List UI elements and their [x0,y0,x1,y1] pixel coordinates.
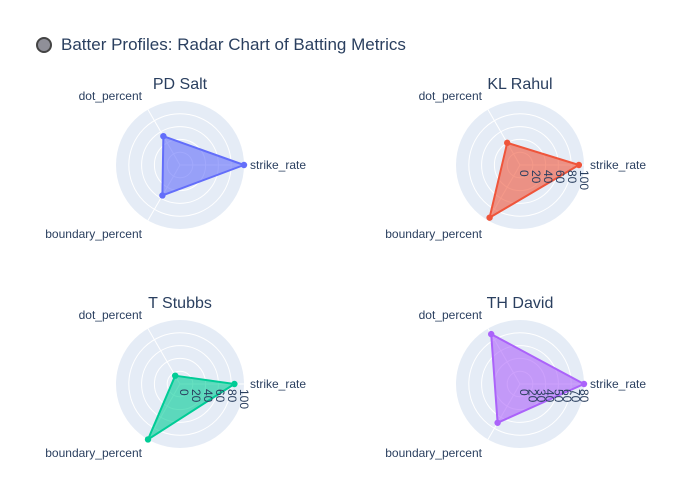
radial-tick-label: 40 [543,389,557,403]
subplot-title: T Stubbs [148,295,212,312]
axis-label-strike_rate: strike_rate [590,158,646,172]
axis-label-boundary_percent: boundary_percent [45,227,142,241]
subplot-title: PD Salt [153,76,208,93]
subplot-title: TH David [487,295,554,312]
radar-point-strike_rate [240,161,248,169]
axis-label-dot_percent: dot_percent [419,89,483,103]
radar-point-strike_rate [580,380,588,388]
radar-point-boundary_percent [486,214,493,221]
radar-point-dot_percent [488,330,495,338]
radial-tick-label: 0 [177,389,191,396]
radial-tick-label: 40 [201,389,215,403]
radar-series-area [490,333,585,424]
axis-label-boundary_percent: boundary_percent [45,446,142,460]
radial-tick-label: 80 [577,389,591,403]
radial-tick-label: 0 [517,389,531,396]
axis-label-dot_percent: dot_percent [79,89,143,103]
radial-tick-label: 50 [551,389,565,403]
title-area: Batter Profiles: Radar Chart of Batting … [36,32,406,58]
chart-badge-icon [36,37,52,53]
radar-point-strike_rate [575,161,583,169]
radar-series-area [147,374,236,441]
radar-chart-1: strike_rate dot_percent boundary_percent PD… [45,76,306,241]
radar-point-boundary_percent [144,436,152,443]
chart-title: Batter Profiles: Radar Chart of Batting … [61,35,406,54]
radar-point-dot_percent [160,132,167,140]
axis-label-strike_rate: strike_rate [590,377,646,391]
axis-label-boundary_percent: boundary_percent [385,227,482,241]
radial-tick-label: 80 [565,170,579,184]
axis-label-dot_percent: dot_percent [79,308,143,322]
radial-tick-label: 20 [526,389,540,403]
axis-label-boundary_percent: boundary_percent [385,446,482,460]
axis-label-strike_rate: strike_rate [250,377,306,391]
radar-point-dot_percent [504,139,511,147]
radial-tick-label: 0 [517,170,531,177]
subplot-title: KL Rahul [487,76,552,93]
radar-point-boundary_percent [494,419,501,426]
radial-tick-label: 40 [541,170,555,184]
radial-tick-label: 60 [560,389,574,403]
radial-tick-label: 60 [553,170,567,184]
radar-point-strike_rate [231,380,238,388]
axis-label-strike_rate: strike_rate [250,158,306,172]
radar-point-dot_percent [172,372,179,379]
radial-tick-label: 70 [568,389,582,403]
radar-series-area [488,141,580,219]
radial-tick-label: 20 [189,389,203,403]
radial-tick-label: 80 [225,389,239,403]
radial-tick-label: 20 [529,170,543,184]
radial-tick-label: 100 [237,389,251,409]
radial-tick-label: 30 [534,389,548,403]
radial-tick-label: 60 [213,389,227,403]
radar-point-boundary_percent [159,192,166,199]
radial-tick-label: 100 [577,170,591,190]
radar-series-area [161,135,245,197]
axis-label-dot_percent: dot_percent [419,308,483,322]
